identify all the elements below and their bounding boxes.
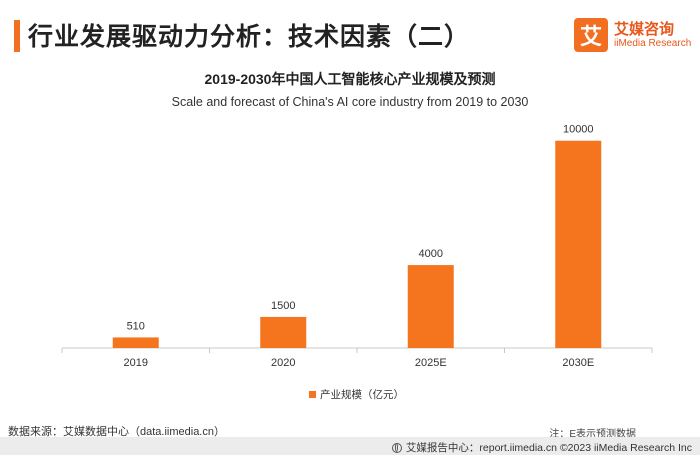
footer-bar xyxy=(0,437,700,455)
page-title: 行业发展驱动力分析：技术因素（二） xyxy=(28,23,471,51)
bar-value-label: 10000 xyxy=(563,124,594,136)
forecast-note: 注：E表示预测数据 xyxy=(549,429,636,440)
bar xyxy=(260,316,307,348)
x-tick-label: 2020 xyxy=(271,357,295,369)
x-tick-label: 2019 xyxy=(124,357,148,369)
title-accent-bar xyxy=(14,20,20,52)
bar-value-label: 1500 xyxy=(271,300,295,312)
legend-swatch xyxy=(309,391,316,398)
bar-value-label: 510 xyxy=(127,320,145,332)
chart-subtitle: Scale and forecast of China's AI core in… xyxy=(171,95,529,109)
logo-subtitle: iiMedia Research xyxy=(614,38,692,49)
brand-logo: 艾 艾媒咨询 iiMedia Research xyxy=(574,18,692,52)
chart-title: 2019-2030年中国人工智能核心产业规模及预测 xyxy=(204,71,496,87)
report-center-text: 艾媒报告中心：report.iimedia.cn ©2023 iiMedia R… xyxy=(405,442,692,454)
report-center: 艾媒报告中心：report.iimedia.cn ©2023 iiMedia R… xyxy=(391,440,692,455)
globe-icon xyxy=(391,443,402,453)
x-tick-label: 2030E xyxy=(562,357,594,369)
bar xyxy=(407,265,454,348)
data-source: 数据来源：艾媒数据中心（data.iimedia.cn） xyxy=(8,426,225,438)
bar xyxy=(555,140,602,348)
logo-mark-icon: 艾 xyxy=(574,18,608,52)
legend-label: 产业规模（亿元） xyxy=(320,388,404,401)
bar-value-label: 4000 xyxy=(419,248,443,260)
bar xyxy=(112,337,159,348)
logo-name: 艾媒咨询 xyxy=(614,21,675,38)
x-tick-label: 2025E xyxy=(415,357,447,369)
